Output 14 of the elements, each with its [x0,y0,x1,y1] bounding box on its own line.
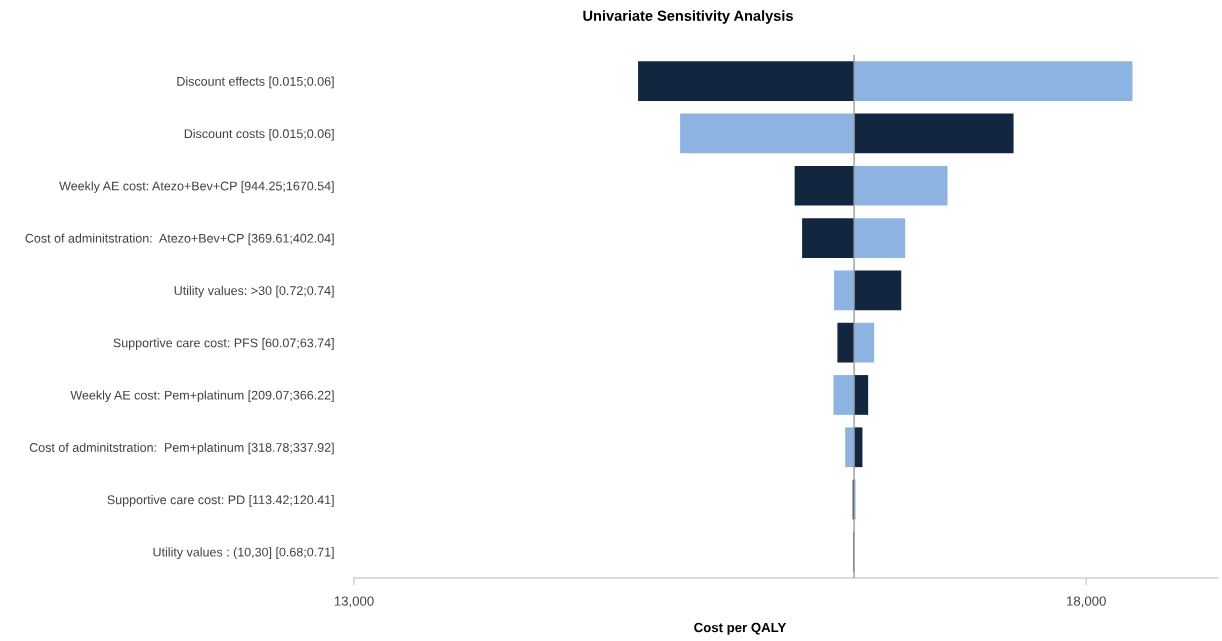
x-tick-label: 13,000 [334,596,374,608]
y-tick-label: Supportive care cost: PFS [60.07;63.74] [113,338,334,350]
y-tick-label: Utility values : (10,30] [0.68;0.71] [153,547,334,559]
y-tick-label: Discount effects [0.015;0.06] [177,76,334,89]
y-tick-label: Discount costs [0.015;0.06] [184,128,334,141]
y-tick-label: Utility values: >30 [0.72;0.74] [174,285,334,298]
chart-title: Univariate Sensitivity Analysis [583,10,793,24]
y-tick-label: Cost of adminitstration: Pem+platinum [318.78;337.92] [29,442,334,455]
y-tick-label: Supportive care cost: PD [113.42;120.41] [107,495,334,507]
y-tick-label: Cost of adminitstration: Atezo+Bev+CP [369.61;402.04] [25,233,334,246]
y-tick-label: Weekly AE cost: Pem+platinum [209.07;366.22] [70,390,334,403]
x-tick-label: 18,000 [1067,596,1106,608]
y-tick-label: Weekly AE cost: Atezo+Bev+CP [944.25;1670.54] [59,181,334,193]
x-axis-title: Cost per QALY [694,622,787,635]
